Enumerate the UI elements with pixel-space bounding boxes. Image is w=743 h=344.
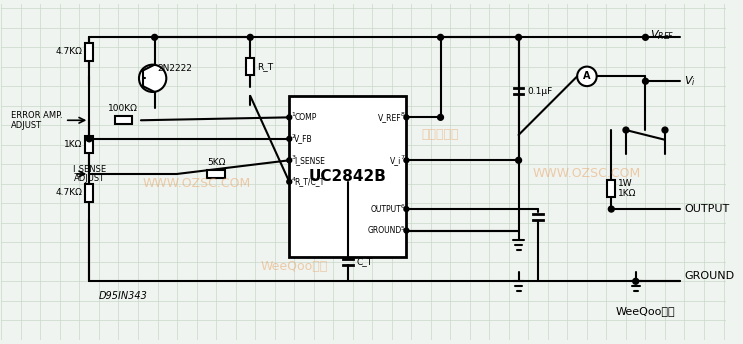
Text: 电子市场网: 电子市场网 (422, 128, 459, 141)
Text: 4: 4 (291, 177, 295, 182)
Text: 4.7KΩ: 4.7KΩ (56, 47, 82, 56)
Circle shape (404, 158, 409, 163)
Text: ERROR AMP.: ERROR AMP. (11, 111, 62, 120)
Text: R_T/C_T: R_T/C_T (294, 177, 325, 186)
Circle shape (139, 65, 166, 92)
Bar (247, 58, 254, 75)
Text: 2: 2 (291, 134, 295, 139)
Text: WWW.OZSC.COM: WWW.OZSC.COM (533, 168, 641, 181)
Text: D95IN343: D95IN343 (99, 291, 148, 301)
Circle shape (247, 34, 253, 40)
Bar (607, 180, 615, 197)
Text: ADJUST: ADJUST (11, 121, 42, 130)
Bar (85, 43, 93, 61)
Circle shape (662, 127, 668, 133)
Bar (114, 116, 132, 124)
Text: 8: 8 (400, 112, 404, 117)
Circle shape (438, 115, 444, 120)
Circle shape (404, 115, 409, 120)
Text: I_SENSE: I_SENSE (72, 164, 106, 174)
Text: GROUND: GROUND (684, 271, 735, 281)
Text: $V_{REF}$: $V_{REF}$ (650, 29, 675, 42)
Text: OUTPUT: OUTPUT (371, 205, 401, 214)
Text: R_T: R_T (257, 62, 273, 71)
Text: OUTPUT: OUTPUT (684, 204, 730, 214)
Circle shape (404, 207, 409, 212)
Text: COMP: COMP (294, 113, 317, 122)
Bar (207, 170, 225, 178)
Circle shape (287, 136, 292, 141)
Text: 4.7KΩ: 4.7KΩ (56, 189, 82, 197)
Text: GROUND: GROUND (367, 226, 401, 235)
Circle shape (287, 115, 292, 120)
Text: 3: 3 (291, 155, 295, 160)
Circle shape (643, 34, 649, 40)
Text: V_i: V_i (390, 156, 401, 165)
Text: ADJUST: ADJUST (74, 174, 105, 183)
Circle shape (577, 67, 597, 86)
Text: UC2842B: UC2842B (309, 169, 387, 184)
Text: WeeQoo维库: WeeQoo维库 (261, 260, 328, 273)
Bar (85, 136, 93, 153)
Text: C_T: C_T (357, 257, 373, 266)
Bar (289, 96, 406, 257)
Text: V_REF: V_REF (378, 113, 401, 122)
Text: 1W
1KΩ: 1W 1KΩ (618, 179, 637, 198)
Text: 100KΩ: 100KΩ (108, 105, 138, 114)
Circle shape (404, 228, 409, 233)
Text: 2N2222: 2N2222 (158, 64, 192, 73)
Circle shape (287, 158, 292, 163)
Text: 5KΩ: 5KΩ (207, 158, 225, 167)
Text: V_FB: V_FB (294, 134, 313, 143)
Text: 7: 7 (400, 155, 404, 160)
Circle shape (643, 78, 649, 84)
Circle shape (609, 206, 614, 212)
Text: 1: 1 (291, 112, 295, 117)
Text: 5: 5 (400, 226, 404, 230)
Bar (85, 184, 93, 202)
Circle shape (438, 34, 444, 40)
Text: WWW.OZSC.COM: WWW.OZSC.COM (143, 177, 250, 190)
Text: A: A (583, 71, 591, 82)
Circle shape (287, 179, 292, 184)
Text: WeeQoo维库: WeeQoo维库 (616, 305, 675, 315)
Circle shape (516, 34, 522, 40)
Text: 1KΩ: 1KΩ (64, 140, 82, 149)
Text: I_SENSE: I_SENSE (294, 156, 325, 165)
Circle shape (86, 136, 92, 142)
Text: $V_i$: $V_i$ (684, 74, 696, 88)
Circle shape (633, 278, 639, 284)
Circle shape (516, 157, 522, 163)
Circle shape (623, 127, 629, 133)
Text: 6: 6 (400, 204, 404, 209)
Text: 0.1μF: 0.1μF (528, 86, 553, 96)
Circle shape (152, 34, 158, 40)
